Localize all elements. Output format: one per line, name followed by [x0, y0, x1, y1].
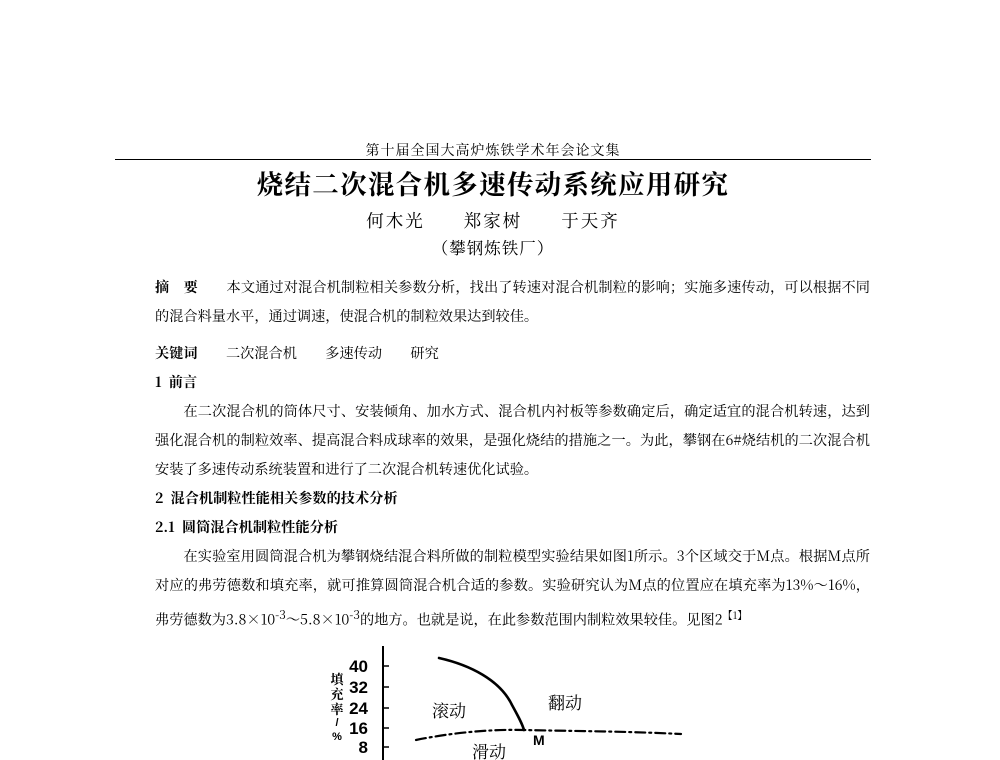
- svg-text:滚动: 滚动: [432, 697, 466, 722]
- svg-text:翻动: 翻动: [548, 689, 582, 714]
- svg-text:40: 40: [349, 657, 368, 676]
- svg-text:M: M: [533, 732, 545, 748]
- svg-text:8: 8: [359, 738, 368, 757]
- svg-text:滑动: 滑动: [472, 738, 506, 760]
- svg-text:率: 率: [330, 699, 344, 718]
- svg-text:%: %: [332, 731, 342, 743]
- svg-text:/: /: [335, 717, 338, 729]
- svg-text:24: 24: [349, 699, 368, 718]
- svg-text:16: 16: [349, 719, 368, 738]
- svg-text:32: 32: [349, 678, 368, 697]
